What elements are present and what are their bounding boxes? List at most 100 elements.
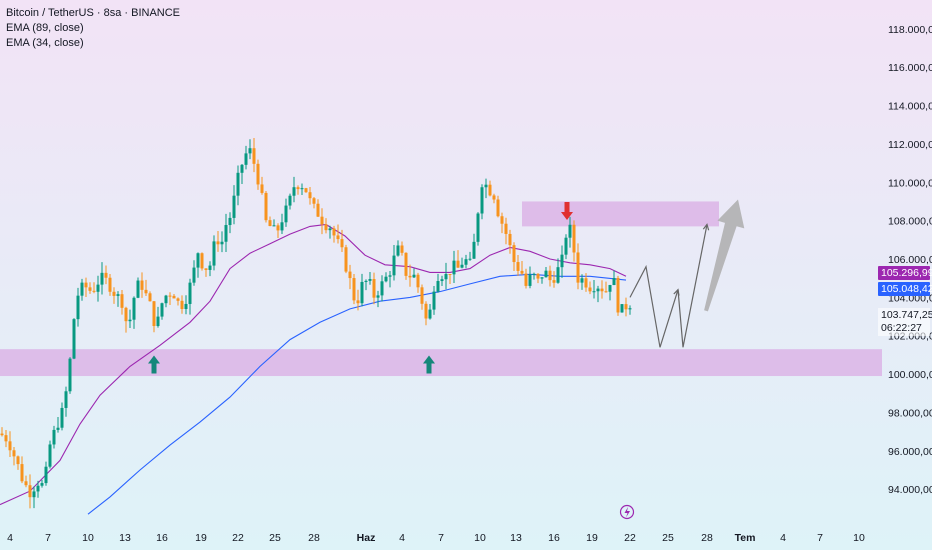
x-axis[interactable]: 4 7 10 13 16 19 22 25 28 Haz 4 7 10 13 16 19 22 25 28 Tem 4 7…	[0, 519, 932, 544]
candle-body-151	[604, 291, 608, 293]
candle-body-118	[472, 241, 476, 259]
candle-body-98	[392, 255, 396, 276]
candle-body-52	[208, 265, 212, 270]
candle-body-48	[192, 267, 196, 283]
candle-body-31	[124, 307, 128, 322]
candle-body-133	[532, 273, 536, 275]
x-tick-label-16: 22	[624, 532, 636, 544]
candle-body-81	[324, 224, 328, 231]
x-tick-label-9: Haz	[357, 532, 376, 544]
y-tick-label-1: 96.000,00	[888, 446, 932, 458]
candle-body-33	[132, 297, 136, 320]
candle-body-54	[216, 241, 220, 245]
candle-body-115	[460, 264, 464, 268]
candle-body-119	[476, 213, 480, 242]
candle-body-3	[12, 450, 16, 457]
y-tick-label-12: 118.000,00	[888, 24, 932, 36]
candle-body-19	[76, 295, 80, 320]
y-tick-label-9: 112.000,00	[888, 139, 932, 151]
x-tick-label-22: 10	[853, 532, 865, 544]
x-tick-label-18: 28	[701, 532, 713, 544]
candle-body-13	[52, 429, 56, 445]
x-tick-label-13: 13	[510, 532, 522, 544]
candle-body-136	[544, 270, 548, 278]
candle-body-70	[280, 222, 284, 231]
event-lightning-glyph	[624, 507, 630, 518]
candle-body-15	[60, 407, 64, 428]
candle-body-60	[240, 164, 244, 173]
zone-rect-1	[522, 201, 719, 227]
extra-layer	[619, 504, 635, 520]
projection-layer	[629, 199, 745, 348]
candle-body-103	[412, 274, 416, 278]
ema-short-price-badge: 105.296,99	[878, 266, 932, 280]
candle-body-134	[536, 273, 540, 279]
candle-body-7	[28, 485, 32, 498]
candle-body-77	[308, 192, 312, 199]
candle-body-36	[144, 289, 148, 294]
candle-body-27	[108, 277, 112, 292]
candle-body-65	[260, 184, 264, 193]
candles-layer	[0, 138, 632, 509]
candle-body-69	[276, 225, 280, 231]
candle-body-72	[288, 195, 292, 206]
y-tick-label-3: 100.000,00	[888, 369, 932, 381]
candle-body-38	[152, 301, 156, 327]
zone-rect-0	[0, 349, 882, 377]
candle-body-71	[284, 205, 288, 223]
candle-body-101	[404, 252, 408, 276]
candle-body-156	[624, 304, 628, 310]
candle-body-4	[16, 456, 20, 465]
candle-body-56	[224, 225, 228, 242]
y-axis[interactable]: 94.000,0096.000,0098.000,00100.000,00102…	[888, 24, 932, 496]
candle-body-22	[88, 287, 92, 291]
ema-short-legend[interactable]: EMA (34, close)	[6, 37, 84, 49]
candle-body-125	[500, 216, 504, 224]
candle-body-94	[376, 295, 380, 298]
x-tick-label-20: 4	[780, 532, 786, 544]
candle-body-129	[516, 262, 520, 271]
candle-body-109	[436, 281, 440, 292]
candle-body-139	[556, 267, 560, 283]
ema-long-legend[interactable]: EMA (89, close)	[6, 22, 84, 34]
candle-body-57	[228, 217, 232, 226]
candle-body-76	[304, 188, 308, 193]
candle-body-59	[236, 172, 240, 196]
candle-body-17	[68, 358, 72, 392]
candle-body-130	[520, 270, 524, 274]
y-tick-label-7: 108.000,00	[888, 216, 932, 228]
candle-body-75	[300, 188, 304, 190]
candle-body-111	[444, 273, 448, 280]
candle-body-86	[344, 247, 348, 272]
x-tick-label-15: 19	[586, 532, 598, 544]
candle-body-131	[524, 273, 528, 286]
x-tick-label-6: 22	[232, 532, 244, 544]
up-arrow-marker-0	[148, 355, 160, 374]
candle-body-26	[104, 272, 108, 278]
candle-body-47	[188, 282, 192, 304]
symbol-title[interactable]: Bitcoin / TetherUS · 8sa · BINANCE	[6, 7, 181, 19]
x-tick-label-11: 7	[438, 532, 444, 544]
candle-body-85	[340, 239, 344, 248]
candle-body-8	[32, 491, 36, 498]
candle-body-67	[268, 220, 272, 227]
candle-body-53	[212, 241, 216, 266]
candle-body-49	[196, 253, 200, 268]
candle-body-73	[292, 187, 296, 196]
candle-body-146	[584, 278, 588, 288]
bar-countdown: 06:22:27	[881, 322, 922, 334]
x-tick-label-4: 16	[156, 532, 168, 544]
candle-body-64	[256, 163, 260, 185]
last-price-value: 103.747,25	[881, 309, 932, 321]
x-tick-label-3: 13	[119, 532, 131, 544]
candle-body-29	[116, 294, 120, 296]
candle-body-79	[316, 203, 320, 217]
y-tick-label-11: 116.000,00	[888, 62, 932, 74]
down-arrow-marker-2	[561, 202, 573, 221]
candle-body-80	[320, 216, 324, 225]
candle-body-140	[560, 254, 564, 268]
candle-body-123	[492, 195, 496, 200]
candle-body-120	[480, 187, 484, 214]
